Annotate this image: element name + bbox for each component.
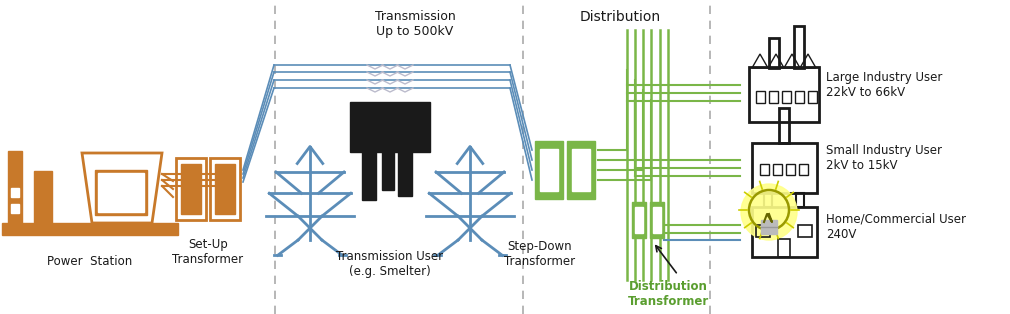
Polygon shape xyxy=(352,130,370,152)
Bar xyxy=(761,220,777,234)
Text: Set-Up
Transformer: Set-Up Transformer xyxy=(173,238,243,266)
Bar xyxy=(796,193,804,207)
Bar xyxy=(808,91,817,103)
Bar xyxy=(752,207,817,257)
Bar xyxy=(382,152,394,190)
Bar xyxy=(752,143,817,193)
Text: Home/Commercial User
240V: Home/Commercial User 240V xyxy=(826,213,966,241)
Bar xyxy=(749,67,819,122)
Bar xyxy=(778,239,790,257)
Polygon shape xyxy=(406,130,424,152)
Bar xyxy=(11,188,19,197)
Text: Large Industry User
22kV to 66kV: Large Industry User 22kV to 66kV xyxy=(826,71,942,99)
Bar xyxy=(34,171,52,223)
Bar xyxy=(635,207,643,233)
Circle shape xyxy=(741,184,797,240)
Bar xyxy=(181,164,201,214)
Bar xyxy=(773,164,782,175)
Bar xyxy=(210,158,240,220)
Text: Step-Down
Transformer: Step-Down Transformer xyxy=(504,240,576,268)
Bar xyxy=(756,91,765,103)
Bar xyxy=(215,164,235,214)
Bar xyxy=(650,202,664,238)
Text: Small Industry User
2kV to 15kV: Small Industry User 2kV to 15kV xyxy=(826,144,942,172)
Bar xyxy=(95,170,147,215)
Bar xyxy=(769,38,779,68)
Bar xyxy=(98,173,144,212)
Bar xyxy=(764,193,772,207)
Bar xyxy=(769,91,778,103)
Bar xyxy=(794,26,804,68)
Bar xyxy=(632,202,646,238)
Text: Power  Station: Power Station xyxy=(47,255,132,268)
Text: Distribution
Transformer: Distribution Transformer xyxy=(627,280,709,308)
Bar xyxy=(782,91,791,103)
Bar xyxy=(176,158,206,220)
Polygon shape xyxy=(388,130,406,152)
Bar xyxy=(798,225,812,237)
Bar xyxy=(567,141,595,199)
Text: Transmission User
(e.g. Smelter): Transmission User (e.g. Smelter) xyxy=(336,250,443,278)
Bar xyxy=(398,152,412,196)
Bar xyxy=(535,141,563,199)
Text: Transmission
Up to 500kV: Transmission Up to 500kV xyxy=(375,10,456,38)
Bar xyxy=(362,150,376,200)
Bar xyxy=(540,149,558,191)
Bar xyxy=(795,91,804,103)
Bar xyxy=(786,164,795,175)
Bar xyxy=(799,164,808,175)
Polygon shape xyxy=(370,130,388,152)
Bar xyxy=(350,102,430,152)
Bar xyxy=(756,225,770,237)
Bar xyxy=(779,108,789,143)
Text: Distribution: Distribution xyxy=(580,10,661,24)
Bar xyxy=(760,164,769,175)
Bar xyxy=(8,151,22,223)
Bar xyxy=(2,223,178,235)
Bar xyxy=(572,149,590,191)
Bar xyxy=(653,207,661,233)
Bar xyxy=(11,204,19,213)
